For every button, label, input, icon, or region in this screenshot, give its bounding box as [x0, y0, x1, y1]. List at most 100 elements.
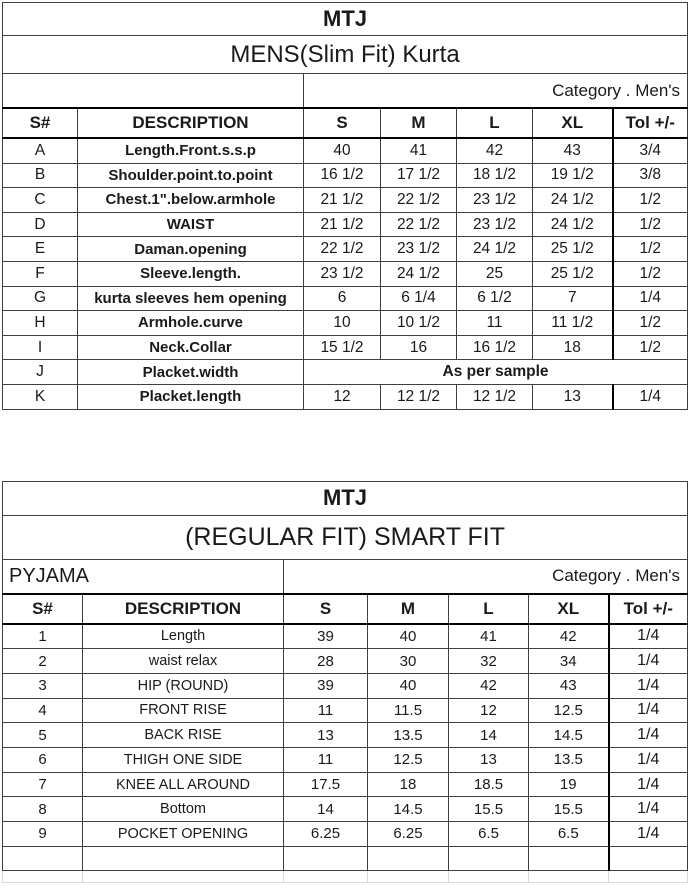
tolerance-cell: 1/2: [611, 211, 689, 238]
value-cell: 43: [532, 137, 613, 164]
row-id-cell: H: [2, 310, 78, 336]
value-cell: 39: [283, 623, 368, 650]
table-row: J Placket.width As per sample: [2, 359, 689, 385]
description-cell: HIP (ROUND): [82, 672, 284, 699]
row-id-cell: 3: [2, 672, 83, 699]
value-cell: 42: [448, 672, 529, 699]
row-id-cell: 2: [2, 648, 83, 674]
value-cell: 25 1/2: [532, 260, 613, 287]
tolerance-cell: 1/4: [611, 285, 689, 312]
row-id-cell: E: [2, 236, 78, 262]
category-label: Category . Men's: [302, 73, 689, 109]
column-header-l: L: [456, 107, 533, 139]
description-cell: Bottom: [82, 796, 284, 823]
value-cell: 6 1/4: [380, 285, 457, 312]
tolerance-cell: 1/4: [607, 623, 689, 650]
row-id-cell: F: [2, 260, 78, 287]
category-row: Category . Men's: [2, 73, 689, 109]
table-subtitle: MENS(Slim Fit) Kurta: [1, 35, 689, 74]
column-header-m: M: [380, 107, 457, 139]
pyjama-table-body: 1 Length 39 40 41 42 1/4 2 waist relax 28 30 32 34 1/…: [2, 623, 689, 884]
value-cell: 14.5: [528, 722, 609, 748]
row-id-cell: C: [2, 187, 78, 213]
merged-value-cell: As per sample: [302, 359, 689, 385]
tolerance-cell: 1/2: [611, 236, 689, 262]
value-cell: 6 1/2: [456, 285, 533, 312]
column-header-m: M: [367, 592, 449, 625]
value-cell: 15 1/2: [303, 334, 381, 361]
row-id-cell: J: [2, 359, 78, 385]
row-id-cell: 7: [2, 771, 83, 798]
value-cell: 18.5: [448, 771, 529, 798]
value-cell: 15.5: [448, 796, 529, 823]
value-cell: 41: [380, 137, 457, 164]
ghost-gridline-row: [2, 870, 689, 884]
value-cell: 13.5: [367, 722, 449, 748]
description-cell: Length.Front.s.s.p: [77, 137, 304, 164]
description-cell: Placket.width: [77, 359, 304, 385]
column-header-desc: DESCRIPTION: [82, 592, 284, 625]
value-cell: 32: [448, 648, 529, 674]
column-header-xl: XL: [532, 107, 613, 139]
tolerance-cell: 1/4: [607, 821, 689, 847]
ghost-cell: [283, 870, 368, 884]
table-subtitle-row: (REGULAR FIT) SMART FIT: [1, 514, 689, 560]
table-row: D WAIST 21 1/2 22 1/2 23 1/2 24 1/2 1/2: [2, 211, 689, 238]
value-cell: 22 1/2: [380, 187, 457, 213]
value-cell: 13: [448, 746, 529, 773]
value-cell: 23 1/2: [380, 236, 457, 262]
table-row: K Placket.length 12 12 1/2 12 1/2 13 1/4: [2, 383, 689, 410]
row-id-cell: 9: [2, 821, 83, 847]
value-cell: 6.5: [448, 821, 529, 847]
row-id-cell: K: [2, 383, 78, 410]
column-header-sn: S#: [2, 107, 78, 139]
tolerance-cell: 1/4: [607, 722, 689, 748]
value-cell: 40: [303, 137, 381, 164]
kurta-size-table: MTJ MENS(Slim Fit) Kurta Category . Men'…: [1, 2, 689, 410]
value-cell: 16: [380, 334, 457, 361]
corner-label: [2, 73, 304, 109]
value-cell: 11: [283, 746, 368, 773]
description-cell: KNEE ALL AROUND: [82, 771, 284, 798]
value-cell: 24 1/2: [532, 211, 613, 238]
table-subtitle: (REGULAR FIT) SMART FIT: [1, 514, 689, 560]
value-cell: 11.5: [367, 697, 449, 724]
value-cell: 39: [283, 672, 368, 699]
value-cell: 34: [528, 648, 609, 674]
value-cell: 25 1/2: [532, 236, 613, 262]
tolerance-cell: 1/4: [607, 697, 689, 724]
table-subtitle-row: MENS(Slim Fit) Kurta: [1, 35, 689, 74]
row-id-cell: 8: [2, 796, 83, 823]
table-row: 7 KNEE ALL AROUND 17.5 18 18.5 19 1/4: [2, 771, 689, 798]
empty-cell: [448, 845, 529, 872]
description-cell: POCKET OPENING: [82, 821, 284, 847]
tolerance-cell: 3/8: [611, 162, 689, 189]
value-cell: 22 1/2: [380, 211, 457, 238]
value-cell: 16 1/2: [303, 162, 381, 189]
empty-cell: [367, 845, 449, 872]
value-cell: 11: [283, 697, 368, 724]
table-row: 4 FRONT RISE 11 11.5 12 12.5 1/4: [2, 697, 689, 724]
tolerance-cell: 1/2: [611, 187, 689, 213]
value-cell: 12: [448, 697, 529, 724]
row-id-cell: 6: [2, 746, 83, 773]
description-cell: Daman.opening: [77, 236, 304, 262]
column-header-s: S: [303, 107, 381, 139]
value-cell: 10: [303, 310, 381, 336]
description-cell: BACK RISE: [82, 722, 284, 748]
column-header-sn: S#: [2, 592, 83, 625]
table-row: 9 POCKET OPENING 6.25 6.25 6.5 6.5 1/4: [2, 821, 689, 847]
row-id-cell: D: [2, 211, 78, 238]
description-cell: WAIST: [77, 211, 304, 238]
tolerance-cell: 1/4: [607, 746, 689, 773]
description-cell: Armhole.curve: [77, 310, 304, 336]
value-cell: 7: [532, 285, 613, 312]
blank-row: [2, 845, 689, 872]
value-cell: 6.25: [283, 821, 368, 847]
tolerance-cell: 1/4: [611, 383, 689, 410]
value-cell: 19: [528, 771, 609, 798]
value-cell: 24 1/2: [456, 236, 533, 262]
value-cell: 11: [456, 310, 533, 336]
tolerance-cell: 1/4: [607, 672, 689, 699]
